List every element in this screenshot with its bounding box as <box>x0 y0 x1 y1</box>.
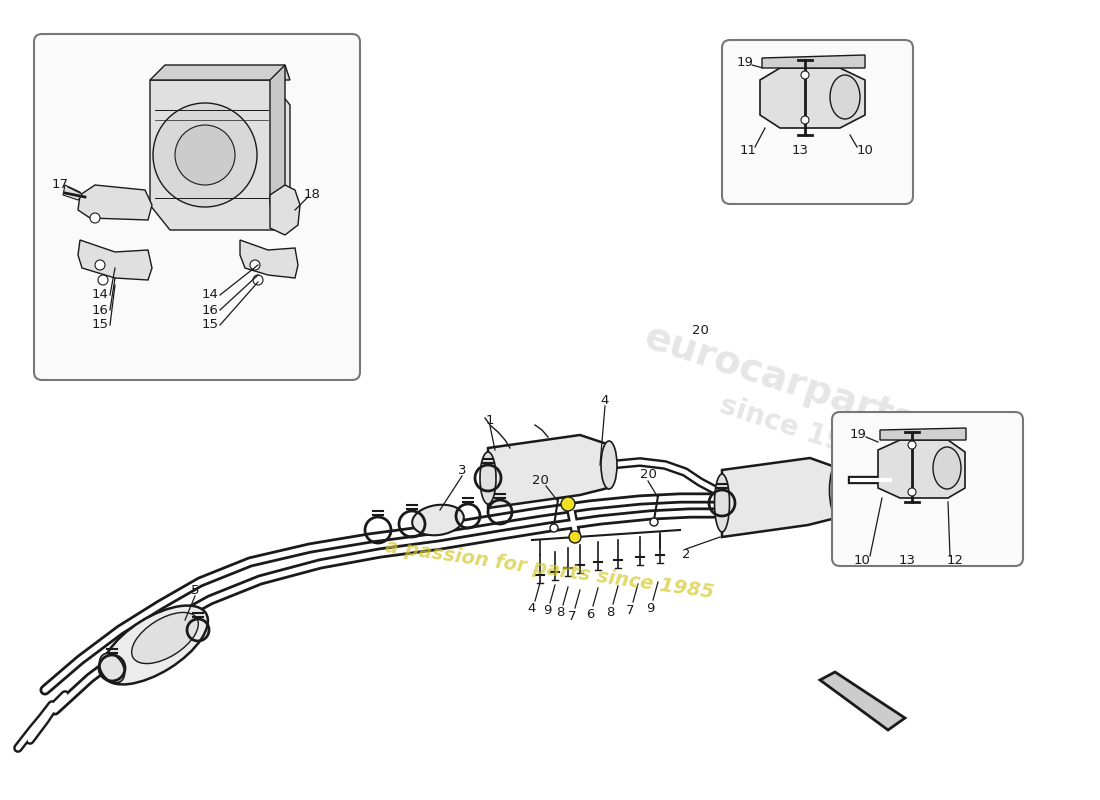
Polygon shape <box>270 65 285 205</box>
Circle shape <box>801 116 808 124</box>
Text: 1: 1 <box>486 414 494 426</box>
FancyBboxPatch shape <box>832 412 1023 566</box>
Polygon shape <box>240 240 298 278</box>
Text: 18: 18 <box>304 189 320 202</box>
Text: 6: 6 <box>586 607 594 621</box>
Polygon shape <box>488 435 611 508</box>
Text: 15: 15 <box>91 318 109 331</box>
Text: 14: 14 <box>91 289 109 302</box>
Text: 20: 20 <box>639 469 657 482</box>
Text: 4: 4 <box>528 602 536 615</box>
Text: 2: 2 <box>682 549 691 562</box>
Polygon shape <box>760 68 865 128</box>
Circle shape <box>801 71 808 79</box>
Text: 16: 16 <box>91 303 109 317</box>
Ellipse shape <box>412 505 464 535</box>
Text: 13: 13 <box>792 143 808 157</box>
Circle shape <box>250 260 260 270</box>
Text: 8: 8 <box>556 606 564 619</box>
Ellipse shape <box>933 447 961 489</box>
Text: 7: 7 <box>568 610 576 622</box>
Text: since 1985: since 1985 <box>716 390 884 470</box>
Ellipse shape <box>480 452 496 504</box>
Ellipse shape <box>132 613 198 663</box>
Text: 10: 10 <box>857 143 873 157</box>
Text: 17: 17 <box>52 178 68 191</box>
Text: 20: 20 <box>531 474 549 486</box>
Polygon shape <box>150 80 290 230</box>
Ellipse shape <box>715 474 729 532</box>
FancyBboxPatch shape <box>34 34 360 380</box>
Ellipse shape <box>102 606 208 685</box>
Text: 15: 15 <box>201 318 219 331</box>
Text: 19: 19 <box>849 429 867 442</box>
Polygon shape <box>78 185 152 220</box>
Text: 5: 5 <box>190 583 199 597</box>
Text: 9: 9 <box>646 602 654 614</box>
Text: 9: 9 <box>542 605 551 618</box>
Text: 19: 19 <box>737 57 754 70</box>
Circle shape <box>908 488 916 496</box>
Text: 14: 14 <box>201 289 219 302</box>
Polygon shape <box>880 428 966 440</box>
FancyBboxPatch shape <box>722 40 913 204</box>
Text: a passion for parts since 1985: a passion for parts since 1985 <box>384 538 716 602</box>
Text: 16: 16 <box>201 303 219 317</box>
Text: 4: 4 <box>601 394 609 406</box>
Circle shape <box>90 213 100 223</box>
Ellipse shape <box>830 75 860 119</box>
Circle shape <box>908 441 916 449</box>
Polygon shape <box>150 65 290 80</box>
Circle shape <box>650 518 658 526</box>
Circle shape <box>253 275 263 285</box>
Polygon shape <box>762 55 865 68</box>
Text: 11: 11 <box>739 143 757 157</box>
Polygon shape <box>78 240 152 280</box>
Text: 7: 7 <box>626 603 635 617</box>
Circle shape <box>175 125 235 185</box>
Polygon shape <box>63 185 82 200</box>
Ellipse shape <box>99 654 124 682</box>
Circle shape <box>153 103 257 207</box>
Text: 3: 3 <box>458 463 466 477</box>
Ellipse shape <box>601 441 617 489</box>
Polygon shape <box>820 672 905 730</box>
Circle shape <box>569 531 581 543</box>
Ellipse shape <box>829 464 845 516</box>
Text: 12: 12 <box>946 554 964 566</box>
Circle shape <box>95 260 104 270</box>
Text: 13: 13 <box>899 554 915 566</box>
Circle shape <box>561 497 575 511</box>
Circle shape <box>98 275 108 285</box>
Polygon shape <box>270 185 300 235</box>
Text: 8: 8 <box>606 606 614 618</box>
Text: 10: 10 <box>854 554 870 566</box>
Text: 20: 20 <box>692 323 708 337</box>
Polygon shape <box>878 440 965 498</box>
Circle shape <box>550 524 558 532</box>
Text: eurocarparts: eurocarparts <box>640 318 921 442</box>
Polygon shape <box>722 458 838 537</box>
